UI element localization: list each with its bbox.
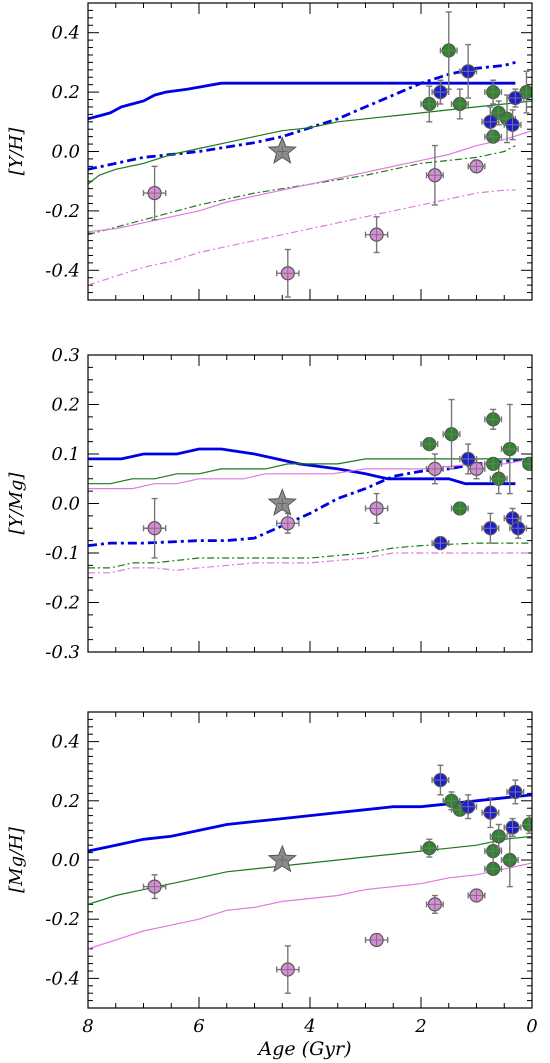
model-line (88, 61, 516, 171)
x-tick-label: 6 (193, 1016, 204, 1037)
panels: -0.4 -0.2 0.0 0.2 0.4 [Y/H] -0.3 -0.2 -0.1 0.0 0.1… (6, 2, 538, 1037)
y-tick-label: 0.4 (51, 732, 80, 753)
model-line (88, 189, 516, 286)
model-line (88, 552, 532, 574)
y-tick-label: 0.3 (51, 345, 80, 366)
plot-area (88, 11, 532, 298)
x-tick-label: 2 (414, 1016, 426, 1037)
x-axis-label: Age (Gyr) (257, 1038, 352, 1060)
y-tick-label: 0.2 (51, 395, 80, 416)
model-line (88, 145, 516, 236)
plot-frame (87, 711, 533, 1009)
model-line (88, 100, 532, 185)
panel-3: -0.4 -0.2 0.0 0.2 0.4 [Mg/H] 8 6 4 2 0 (6, 711, 538, 1037)
x-tick-label: 0 (526, 1016, 537, 1037)
y-tick-label: 0.0 (51, 494, 80, 515)
plot-frame (87, 354, 533, 653)
panel-2: -0.3 -0.2 -0.1 0.0 0.1 0.2 0.3 [Y/Mg] (6, 345, 533, 663)
y-tick-label: -0.3 (45, 642, 80, 663)
x-tick-label: 4 (303, 1016, 315, 1037)
model-line (88, 862, 532, 950)
y-tick-label: 0.0 (51, 850, 80, 871)
plot-area (88, 398, 532, 574)
y-tick-label: -0.2 (45, 201, 80, 222)
y-tick-label: 0.2 (51, 791, 80, 812)
y-tick-label: 0.0 (51, 142, 80, 163)
y-tick-label: 0.4 (51, 23, 80, 44)
y-tick-label: -0.4 (45, 260, 80, 281)
y-tick-label: -0.1 (45, 543, 80, 564)
y-tick-label: -0.4 (45, 968, 80, 989)
y-axis-label: [Y/Mg] (6, 472, 27, 535)
model-line (88, 81, 516, 121)
x-tick-label: 8 (82, 1016, 93, 1037)
model-line (88, 458, 532, 485)
y-tick-label: -0.2 (45, 909, 80, 930)
y-tick-label: 0.1 (51, 444, 80, 465)
model-line (88, 130, 532, 233)
model-line (88, 457, 532, 547)
y-axis-label: [Mg/H] (6, 826, 27, 893)
panel-1: -0.4 -0.2 0.0 0.2 0.4 [Y/H] (6, 2, 533, 301)
y-axis-label: [Y/H] (6, 127, 27, 176)
plot-area (88, 764, 532, 994)
model-line (88, 835, 532, 905)
y-tick-label: 0.2 (51, 82, 80, 103)
model-line (88, 542, 532, 569)
y-tick-label: -0.2 (45, 593, 80, 614)
plot-frame (87, 2, 533, 301)
